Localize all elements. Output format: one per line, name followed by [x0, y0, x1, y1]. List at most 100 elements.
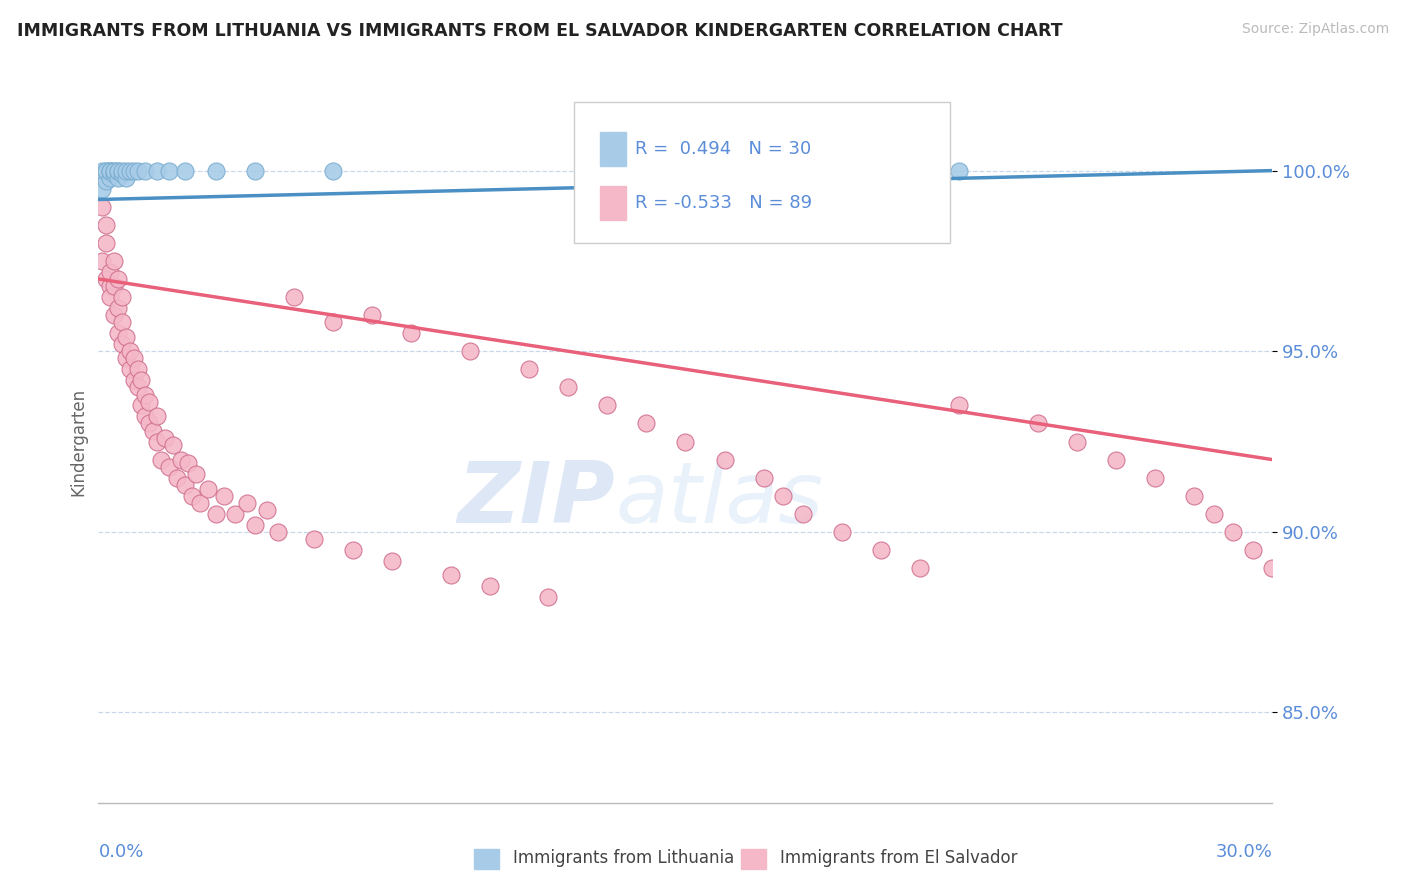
- Point: [1105, 452, 1128, 467]
- Point: [98, 265, 121, 279]
- Point: [134, 409, 156, 424]
- Point: [636, 417, 658, 431]
- Text: atlas: atlas: [614, 458, 823, 541]
- Point: [142, 424, 165, 438]
- Point: [458, 344, 481, 359]
- Point: [322, 315, 344, 329]
- Point: [173, 163, 195, 178]
- Point: [118, 163, 141, 178]
- Point: [127, 362, 149, 376]
- Bar: [600, 132, 626, 166]
- Point: [772, 489, 794, 503]
- Point: [98, 170, 121, 185]
- Text: IMMIGRANTS FROM LITHUANIA VS IMMIGRANTS FROM EL SALVADOR KINDERGARTEN CORRELATIO: IMMIGRANTS FROM LITHUANIA VS IMMIGRANTS …: [17, 22, 1063, 40]
- Point: [1066, 434, 1088, 449]
- Text: 0.0%: 0.0%: [98, 843, 143, 861]
- Point: [114, 351, 136, 366]
- Point: [1144, 470, 1167, 484]
- Point: [91, 253, 114, 268]
- Point: [103, 253, 125, 268]
- Text: Source: ZipAtlas.com: Source: ZipAtlas.com: [1241, 22, 1389, 37]
- Point: [557, 380, 579, 394]
- Point: [517, 362, 540, 376]
- Point: [1320, 507, 1343, 521]
- Point: [96, 163, 118, 178]
- Point: [146, 163, 169, 178]
- Point: [267, 524, 290, 539]
- Point: [537, 590, 560, 604]
- Point: [236, 496, 259, 510]
- Point: [157, 459, 180, 474]
- Point: [103, 163, 125, 178]
- Point: [111, 163, 134, 178]
- Point: [103, 163, 125, 178]
- Point: [1202, 507, 1225, 521]
- Point: [114, 163, 136, 178]
- Point: [91, 163, 114, 178]
- Point: [181, 489, 204, 503]
- Point: [792, 507, 814, 521]
- Point: [103, 167, 125, 181]
- Point: [256, 503, 278, 517]
- Point: [342, 542, 364, 557]
- Point: [910, 561, 932, 575]
- Point: [177, 456, 200, 470]
- Point: [1026, 417, 1049, 431]
- Point: [948, 163, 970, 178]
- Point: [96, 272, 118, 286]
- Point: [96, 235, 118, 250]
- Text: Immigrants from Lithuania: Immigrants from Lithuania: [513, 849, 734, 867]
- Point: [243, 517, 266, 532]
- Point: [205, 163, 228, 178]
- Point: [381, 554, 404, 568]
- Text: 30.0%: 30.0%: [1216, 843, 1272, 861]
- Point: [96, 163, 118, 178]
- Point: [131, 373, 153, 387]
- Point: [91, 200, 114, 214]
- Point: [107, 163, 129, 178]
- Point: [166, 470, 188, 484]
- Point: [134, 387, 156, 401]
- Point: [752, 470, 775, 484]
- Point: [107, 272, 129, 286]
- Point: [188, 496, 211, 510]
- FancyBboxPatch shape: [574, 102, 949, 243]
- Point: [103, 279, 125, 293]
- Point: [1281, 470, 1303, 484]
- Point: [103, 308, 125, 322]
- Point: [478, 579, 501, 593]
- Point: [186, 467, 208, 481]
- Point: [114, 330, 136, 344]
- Point: [122, 373, 145, 387]
- Point: [107, 170, 129, 185]
- Point: [1222, 524, 1244, 539]
- Point: [713, 452, 735, 467]
- Point: [111, 167, 134, 181]
- Point: [150, 452, 173, 467]
- Point: [146, 409, 169, 424]
- Point: [153, 431, 176, 445]
- Point: [439, 568, 461, 582]
- Point: [948, 398, 970, 412]
- Point: [98, 163, 121, 178]
- Point: [361, 308, 384, 322]
- Point: [98, 279, 121, 293]
- Point: [1261, 561, 1284, 575]
- Point: [98, 163, 121, 178]
- Text: R = -0.533   N = 89: R = -0.533 N = 89: [636, 194, 813, 212]
- Point: [118, 362, 141, 376]
- Point: [401, 326, 423, 340]
- Point: [205, 507, 228, 521]
- Point: [122, 163, 145, 178]
- Text: R =  0.494   N = 30: R = 0.494 N = 30: [636, 140, 811, 158]
- Point: [98, 163, 121, 178]
- Point: [224, 507, 246, 521]
- Point: [91, 181, 114, 195]
- Point: [122, 351, 145, 366]
- Point: [107, 301, 129, 315]
- Point: [111, 337, 134, 351]
- Point: [831, 524, 853, 539]
- Y-axis label: Kindergarten: Kindergarten: [69, 387, 87, 496]
- Point: [111, 315, 134, 329]
- Point: [96, 218, 118, 232]
